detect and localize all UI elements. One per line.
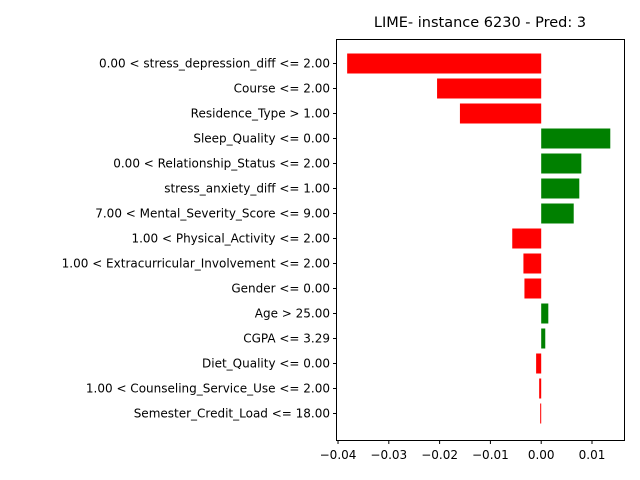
- bar-13: [539, 378, 542, 399]
- y-tick-label-2: Residence_Type > 1.00: [191, 107, 330, 121]
- y-tick-label-10: Age > 25.00: [255, 307, 330, 321]
- x-ticks: −0.04 −0.03 −0.02 −0.01 0.00 0.01: [320, 440, 606, 462]
- bar-4: [541, 153, 582, 174]
- bar-9: [524, 278, 542, 299]
- x-tick-label-4: 0.00: [528, 448, 555, 462]
- y-tick-label-3: Sleep_Quality <= 0.00: [193, 132, 330, 146]
- plot-frame: [336, 39, 625, 441]
- bar-11: [541, 328, 546, 349]
- y-tick-label-11: CGPA <= 3.29: [243, 332, 330, 346]
- y-tick-labels: 0.00 < stress_depression_diff <= 2.00 Cou…: [62, 57, 337, 421]
- y-tick-label-7: 1.00 < Physical_Activity <= 2.00: [131, 232, 330, 246]
- bar-5: [541, 178, 580, 199]
- bar-10: [541, 303, 549, 324]
- bars-group: [347, 53, 611, 424]
- y-tick-label-9: Gender <= 0.00: [231, 282, 330, 296]
- y-tick-label-4: 0.00 < Relationship_Status <= 2.00: [113, 157, 330, 171]
- bar-0: [347, 53, 542, 74]
- chart-title: LIME- instance 6230 - Pred: 3: [374, 15, 586, 31]
- y-tick-label-5: stress_anxiety_diff <= 1.00: [164, 182, 330, 196]
- x-tick-label-3: −0.01: [472, 448, 509, 462]
- bar-6: [541, 203, 574, 224]
- bar-7: [512, 228, 542, 249]
- y-tick-label-12: Diet_Quality <= 0.00: [202, 357, 330, 371]
- bar-1: [437, 78, 542, 99]
- x-tick-label-1: −0.03: [370, 448, 407, 462]
- y-tick-label-8: 1.00 < Extracurricular_Involvement <= 2.…: [62, 257, 330, 271]
- y-tick-label-0: 0.00 < stress_depression_diff <= 2.00: [99, 57, 330, 71]
- x-tick-label-2: −0.02: [421, 448, 458, 462]
- bar-8: [523, 253, 542, 274]
- y-tick-label-6: 7.00 < Mental_Severity_Score <= 9.00: [95, 207, 330, 221]
- bar-2: [459, 103, 542, 124]
- x-tick-label-5: 0.01: [579, 448, 606, 462]
- x-tick-label-0: −0.04: [320, 448, 357, 462]
- y-tick-label-14: Semester_Credit_Load <= 18.00: [134, 407, 330, 421]
- bar-14: [540, 403, 542, 424]
- bar-3: [541, 128, 611, 149]
- bar-12: [536, 353, 542, 374]
- y-tick-label-1: Course <= 2.00: [234, 82, 330, 96]
- y-tick-label-13: 1.00 < Counseling_Service_Use <= 2.00: [86, 382, 330, 396]
